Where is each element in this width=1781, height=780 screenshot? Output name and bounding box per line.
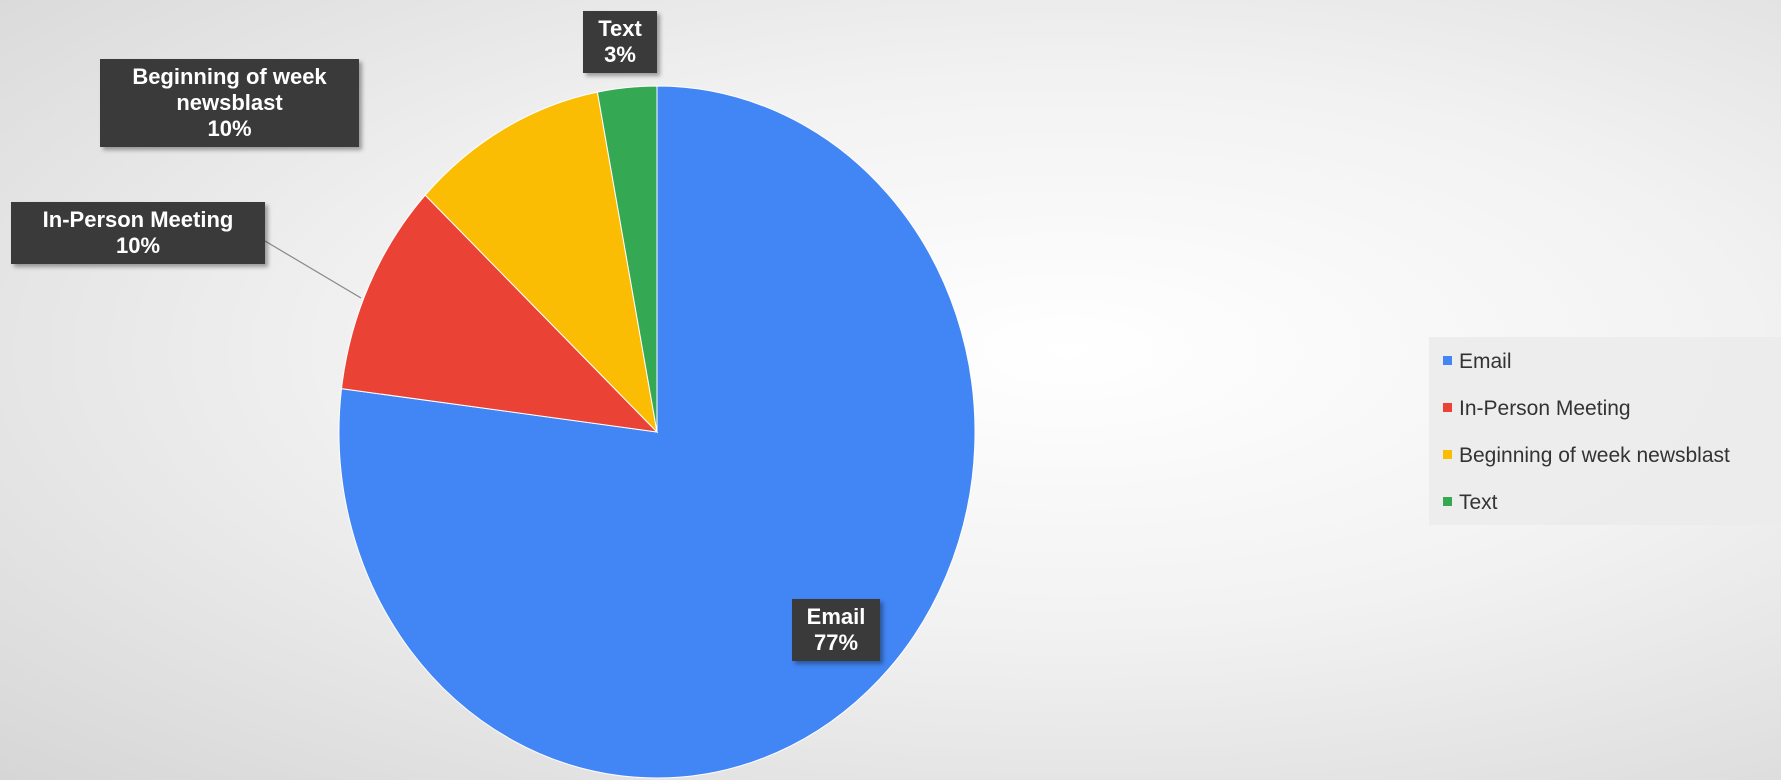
data-label-name: Text	[598, 16, 642, 41]
data-label: Text 3%	[583, 11, 657, 73]
pie-slice	[340, 194, 659, 433]
legend-label: Email	[1459, 350, 1512, 373]
legend-label: Text	[1459, 491, 1498, 514]
data-label-value: 3%	[604, 42, 636, 67]
data-label: Email 77%	[792, 599, 880, 661]
data-label-name: Beginning of week newsblast	[132, 64, 327, 115]
legend-label: Beginning of week newsblast	[1459, 444, 1730, 467]
legend-entry: Email	[1443, 349, 1512, 375]
data-label-value: 77%	[813, 630, 859, 655]
data-label-value: 10%	[207, 116, 252, 141]
leader-line	[264, 240, 362, 299]
data-label-value: 10%	[115, 233, 161, 258]
legend-label: In-Person Meeting	[1459, 397, 1631, 420]
legend-swatch	[1443, 449, 1452, 459]
pie-slice	[596, 85, 658, 433]
legend-entry: Text	[1443, 490, 1498, 516]
legend: Email In-Person Meeting Beginning of week …	[1429, 337, 1781, 525]
legend-swatch	[1443, 496, 1452, 506]
legend-entry: Beginning of week newsblast	[1443, 443, 1730, 469]
data-label: Beginning of week newsblast 10%	[100, 59, 359, 147]
pie-slice	[424, 91, 658, 434]
data-label-name: Email	[806, 604, 866, 629]
legend-swatch	[1443, 402, 1452, 412]
data-label-name: In-Person Meeting	[42, 207, 234, 232]
legend-swatch	[1443, 355, 1452, 365]
legend-entry: In-Person Meeting	[1443, 396, 1631, 422]
data-label: In-Person Meeting 10%	[11, 202, 265, 264]
